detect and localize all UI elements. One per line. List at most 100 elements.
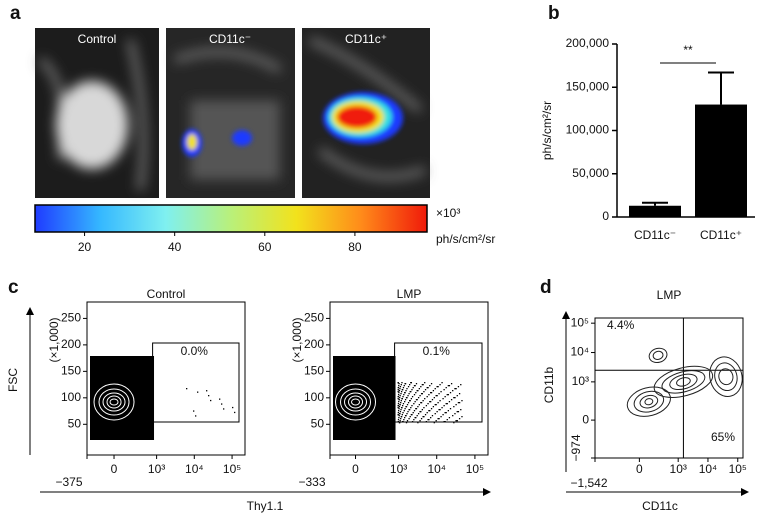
event-dot — [407, 386, 410, 388]
event-dot — [437, 418, 439, 420]
y-scale-label: (×1,000) — [47, 317, 61, 362]
event-dot — [418, 404, 420, 406]
event-dot — [455, 420, 457, 422]
colorbar-tick-label: 80 — [348, 240, 362, 254]
contour — [351, 398, 361, 406]
panel-letter: d — [540, 277, 552, 298]
bar — [629, 205, 681, 217]
event-dot — [458, 393, 461, 395]
event-dot — [427, 403, 429, 405]
event-dot — [444, 412, 446, 414]
x-tick-label: 10⁵ — [729, 462, 747, 476]
event-dot — [449, 408, 452, 410]
event-dot — [406, 397, 408, 399]
x-tick-label: CD11c⁻ — [634, 228, 676, 242]
event-dot — [397, 419, 400, 421]
event-dot — [455, 404, 457, 406]
event-dot — [445, 387, 447, 389]
event-dot — [403, 385, 405, 387]
significance: ** — [683, 43, 693, 57]
panel-letter: b — [548, 3, 560, 24]
y-tick-label: −974 — [569, 434, 583, 461]
event-dot — [398, 415, 400, 417]
y-tick-label: 0 — [602, 209, 609, 223]
event-dot — [447, 394, 449, 396]
event-dot — [461, 416, 463, 418]
event-dot — [435, 420, 437, 422]
event-dot — [407, 411, 409, 413]
event-dot — [423, 416, 425, 418]
event-dot — [402, 412, 404, 414]
event-dot — [424, 414, 427, 416]
event-dot — [426, 387, 428, 389]
event-dot — [436, 386, 438, 388]
event-dot — [441, 382, 443, 384]
event-dot — [436, 395, 438, 397]
event-dot — [430, 383, 433, 385]
event-dot — [435, 404, 437, 406]
event-dot — [413, 394, 416, 396]
colorbar-tick-label: 20 — [78, 240, 92, 254]
event-dot — [421, 393, 423, 395]
event-dot — [397, 412, 400, 414]
x-tick-label: −1,542 — [570, 476, 607, 490]
event-dot — [423, 407, 425, 409]
event-dot — [422, 384, 424, 386]
event-dot — [429, 385, 431, 387]
event-dot — [415, 399, 418, 401]
x-tick-label: 10⁵ — [223, 462, 241, 476]
event-dot — [409, 416, 411, 418]
event-dot — [450, 383, 453, 385]
event-dot — [410, 407, 412, 409]
event-dot — [410, 391, 412, 393]
event-dot — [412, 387, 414, 389]
event-dot — [454, 388, 456, 390]
event-dot — [430, 417, 432, 419]
event-dot — [416, 399, 418, 401]
y-tick-label: 10³ — [572, 374, 589, 388]
event-dot — [413, 403, 415, 405]
event-dot — [415, 408, 418, 410]
event-dot — [403, 410, 405, 412]
y-tick-label: 10⁴ — [570, 345, 589, 359]
event-dot — [439, 400, 441, 402]
event-dot — [401, 382, 403, 384]
plot-title: Control — [147, 287, 186, 301]
event-dot — [417, 422, 419, 424]
event-dot — [411, 414, 413, 416]
event-dot — [404, 399, 407, 401]
event-dot — [404, 417, 406, 419]
event-dot — [416, 390, 418, 392]
event-dot — [400, 400, 402, 402]
image-label: CD11c⁺ — [345, 32, 387, 46]
contour — [109, 398, 119, 406]
event-dot — [405, 422, 408, 424]
contour — [652, 350, 664, 360]
event-dot — [400, 393, 402, 395]
panel-letter: c — [8, 277, 19, 298]
event-dot — [452, 390, 454, 392]
event-dot — [405, 390, 407, 392]
event-dot — [415, 392, 417, 394]
event-dot — [446, 419, 448, 421]
event-dot — [444, 396, 446, 398]
event-dot — [404, 392, 406, 394]
event-dot — [436, 411, 438, 413]
y-tick-label: 150 — [61, 364, 81, 378]
event-dot — [443, 389, 445, 391]
y-scale-label: (×1,000) — [290, 317, 304, 362]
event-dot — [398, 390, 401, 392]
x-tick-label: 10⁴ — [699, 462, 718, 476]
event-dot — [430, 392, 433, 394]
event-dot — [414, 417, 416, 419]
event-dot — [186, 388, 188, 390]
x-tick-label: 10³ — [390, 462, 407, 476]
y-tick-label: 100,000 — [566, 123, 610, 137]
y-tick-label: 10⁵ — [571, 315, 589, 329]
event-dot — [417, 406, 419, 408]
event-dot — [408, 418, 410, 420]
event-dot — [406, 404, 409, 406]
event-dot — [397, 407, 399, 409]
event-dot — [400, 402, 402, 404]
